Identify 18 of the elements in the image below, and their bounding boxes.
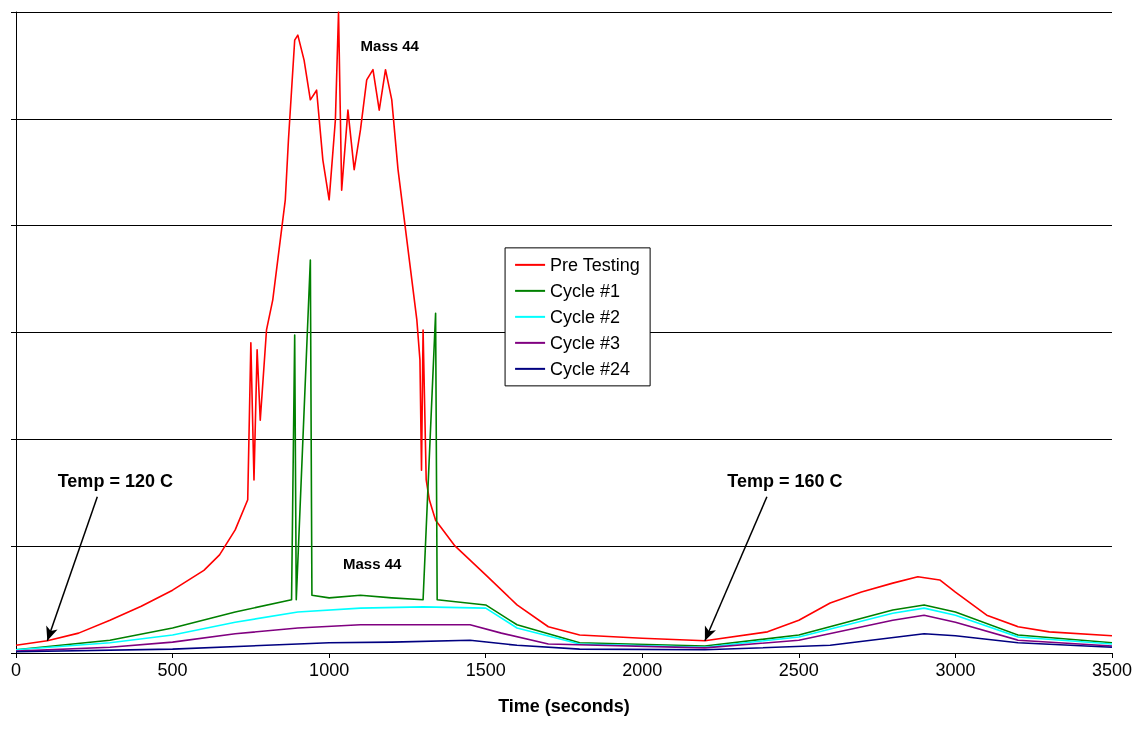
x-tick-label: 2500 [778,660,819,680]
legend-label: Cycle #1 [550,280,621,301]
legend-label: Cycle #24 [550,358,631,379]
x-tick-label: 2000 [622,660,663,680]
x-tick-label: 0 [10,660,22,680]
x-tick-label: 1500 [465,660,506,680]
x-tick-label: 3000 [935,660,976,680]
x-axis-title: Time (seconds) [498,696,630,716]
x-tick-label: 3500 [1091,660,1132,680]
annotation: Temp = 120 C [57,470,173,491]
annotation: Temp = 160 C [727,470,843,491]
legend-label: Cycle #2 [550,306,621,327]
annotation: Mass 44 [343,555,403,573]
legend-label: Pre Testing [550,254,640,275]
legend-label: Cycle #3 [550,332,621,353]
annotation: Mass 44 [360,37,420,55]
x-tick-label: 500 [157,660,188,680]
x-tick-label: 1000 [309,660,350,680]
